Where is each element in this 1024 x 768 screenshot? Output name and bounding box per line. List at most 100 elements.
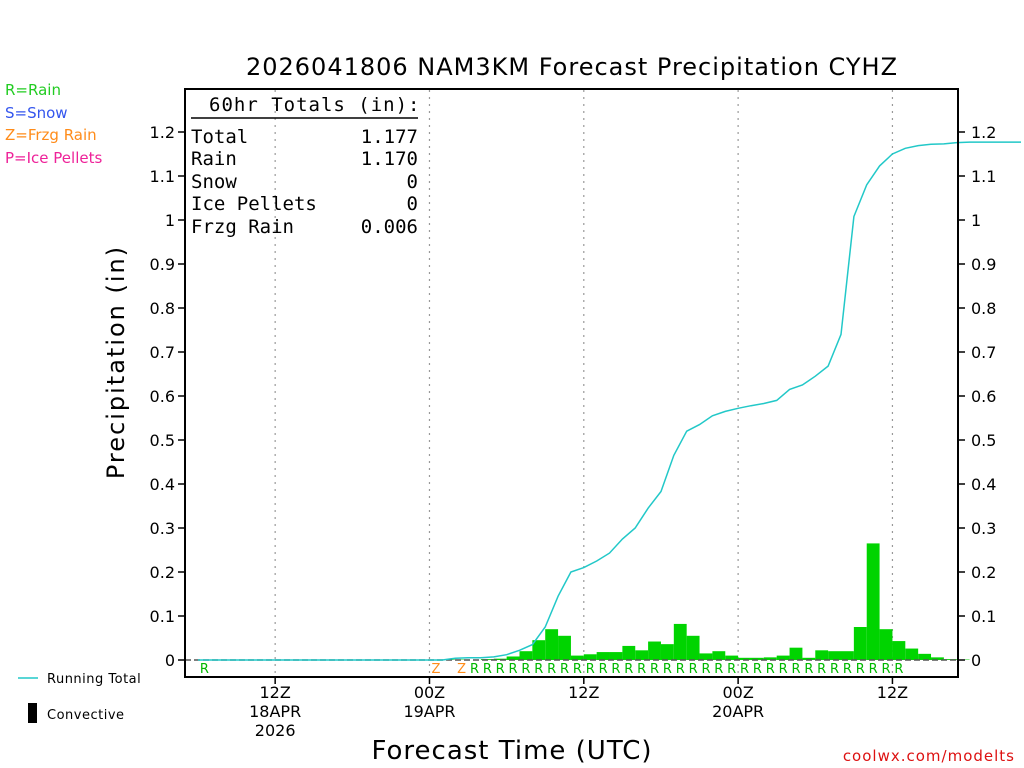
y-tick-label-right: 0 — [971, 651, 981, 670]
ptype-label: R — [534, 662, 543, 677]
precip-bar — [828, 651, 841, 660]
y-axis-label: Precipitation (in) — [102, 245, 130, 479]
ptype-label: R — [766, 662, 775, 677]
y-tick-label-left: 0.8 — [150, 299, 175, 318]
totals-label-rain: Rain — [191, 148, 237, 170]
y-tick-label-right: 1 — [971, 211, 981, 230]
y-tick-label-left: 0.5 — [150, 431, 175, 450]
credit-text: coolwx.com/modelts — [843, 747, 1015, 765]
y-axis-ticks: 0 00.1 0.10.2 0.20.3 0.30.4 0.40.5 0.50.6 0.60.… — [150, 123, 997, 670]
ptype-label: R — [637, 662, 646, 677]
x-tick-label: 12Z — [259, 683, 290, 702]
ptype-label: R — [676, 662, 685, 677]
precip-bar — [776, 655, 790, 660]
precip-bar — [918, 653, 932, 660]
legend-frzg-rain: Z=Frzg Rain — [5, 126, 97, 144]
y-tick-label-left: 0.3 — [150, 519, 175, 538]
y-tick-label-left: 0.2 — [150, 563, 175, 582]
x-tick-label: 20APR — [712, 702, 764, 721]
ptype-label: Z — [457, 662, 466, 677]
legend-snow: S=Snow — [5, 104, 68, 122]
precip-bar — [841, 651, 854, 660]
ptype-label: R — [573, 662, 582, 677]
ptype-label: R — [470, 662, 479, 677]
x-tick-label: 00Z — [414, 683, 445, 702]
ptype-label: R — [650, 662, 659, 677]
precip-bar — [648, 641, 661, 660]
y-tick-label-right: 0.1 — [971, 607, 996, 626]
ptype-label: R — [817, 662, 826, 677]
totals-value-frzg-rain: 0.006 — [361, 216, 418, 238]
ptype-label: R — [856, 662, 865, 677]
legend-rain: R=Rain — [5, 81, 61, 99]
precip-bar — [532, 640, 546, 660]
precip-bar — [712, 651, 726, 660]
running-total-line — [198, 141, 1021, 661]
y-tick-label-right: 0.4 — [971, 475, 996, 494]
ptype-label: R — [740, 662, 749, 677]
ptype-label: R — [663, 662, 672, 677]
ptype-label: R — [753, 662, 762, 677]
precip-bar — [609, 652, 623, 660]
precip-bar — [660, 644, 674, 660]
y-tick-label-right: 0.5 — [971, 431, 996, 450]
y-tick-label-right: 0.3 — [971, 519, 996, 538]
x-tick-label: 19APR — [403, 702, 455, 721]
precip-bar — [866, 543, 880, 660]
y-tick-label-left: 0.1 — [150, 607, 175, 626]
ptype-label: R — [830, 662, 839, 677]
precip-bar — [506, 656, 520, 660]
precip-bar — [558, 635, 571, 660]
totals-value-snow: 0 — [407, 171, 418, 193]
precip-bar — [789, 647, 803, 660]
precip-bar — [699, 653, 713, 660]
ptype-label: R — [881, 662, 890, 677]
precip-bar — [879, 629, 893, 660]
precip-bar — [686, 635, 700, 660]
totals-label-total: Total — [191, 126, 248, 148]
ptype-label: R — [586, 662, 595, 677]
running-total-legend-label: Running Total — [47, 672, 141, 687]
totals-value-total: 1.177 — [361, 126, 418, 148]
precip-bar — [570, 655, 584, 660]
ptype-label: R — [804, 662, 813, 677]
convective-legend-label: Convective — [47, 708, 125, 723]
ptype-label: R — [624, 662, 633, 677]
ptype-label: R — [611, 662, 620, 677]
y-tick-label-right: 0.7 — [971, 343, 996, 362]
precip-bar — [725, 655, 739, 660]
y-tick-label-left: 0.6 — [150, 387, 175, 406]
x-tick-label: 12Z — [877, 683, 908, 702]
precip-bar — [815, 650, 829, 660]
precip-bar — [853, 627, 867, 660]
running-total-path — [198, 141, 1021, 661]
ptype-legend: R=Rain S=Snow Z=Frzg Rain P=Ice Pellets — [5, 81, 102, 167]
y-tick-label-right: 0.9 — [971, 255, 996, 274]
chart-title: 2026041806 NAM3KM Forecast Precipitation… — [246, 53, 898, 81]
ptype-label: Z — [431, 662, 440, 677]
precip-bar — [673, 623, 687, 660]
precip-bar — [738, 657, 751, 660]
totals-value-ice-pellets: 0 — [407, 193, 418, 215]
x-tick-label: 00Z — [722, 683, 753, 702]
ptype-label: R — [509, 662, 518, 677]
precip-bar — [545, 629, 559, 660]
x-tick-label: 12Z — [568, 683, 599, 702]
x-tick-label: 2026 — [255, 721, 296, 740]
y-tick-label-left: 0.4 — [150, 475, 175, 494]
precip-bars — [442, 543, 970, 660]
ptype-label: R — [547, 662, 556, 677]
precip-bar — [635, 650, 649, 660]
legend-ice-pellets: P=Ice Pellets — [5, 149, 102, 167]
ptype-label: R — [791, 662, 800, 677]
precip-bar — [892, 641, 906, 660]
ptype-label: R — [483, 662, 492, 677]
ptype-label: R — [689, 662, 698, 677]
ptype-label: R — [496, 662, 505, 677]
y-tick-label-right: 0.2 — [971, 563, 996, 582]
ptype-label: R — [894, 662, 903, 677]
precip-bar — [905, 648, 919, 660]
ptype-label: R — [521, 662, 530, 677]
